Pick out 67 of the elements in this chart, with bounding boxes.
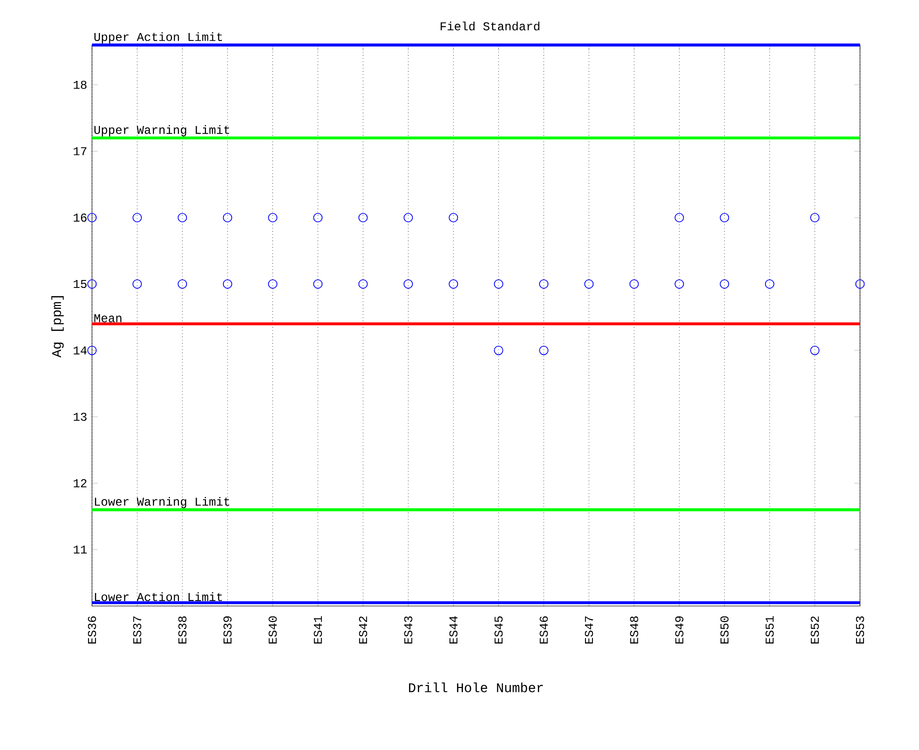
point [313,279,323,289]
y-tick-label: 18 [74,80,87,89]
x-tick-label: ES40 [268,616,277,644]
x-tick-label: ES37 [133,616,142,644]
point [448,279,458,289]
x-tick-label: ES36 [88,616,96,644]
point [404,279,413,289]
point [178,212,188,222]
x-tick-label: ES46 [540,616,548,644]
point [404,212,413,222]
x-tick-label: ES39 [223,616,232,644]
x-tick-label: ES51 [766,616,774,644]
x-tick-label: ES45 [494,616,503,644]
point [87,212,97,222]
ref-line-label: Upper Warning Limit [94,125,230,136]
x-tick-label: ES42 [358,616,368,644]
point [674,212,684,222]
point [178,279,188,289]
point [810,346,820,356]
y-tick-label: 14 [74,346,87,354]
point [629,279,639,289]
point [358,212,368,222]
x-tick-label: ES50 [720,616,729,644]
x-tick-label: ES49 [675,616,684,644]
x-tick-label: ES41 [314,616,322,644]
point [539,346,548,356]
point [132,279,142,289]
point [494,279,504,289]
ref-line-label: Mean [94,314,122,322]
point [313,212,323,222]
point [764,279,774,289]
point [358,279,368,289]
point [855,279,865,289]
point [584,279,594,289]
x-tick-label: ES52 [810,616,819,644]
point [494,346,504,356]
y-tick-label: 16 [74,214,87,222]
point [222,279,232,289]
y-tick-label: 13 [74,412,87,421]
chart-title: Field Standard [440,22,540,30]
point [448,212,458,222]
point [674,279,684,289]
point [720,279,730,289]
x-tick-label: ES47 [584,616,594,644]
y-tick-label: 12 [74,479,86,488]
point [720,212,730,222]
x-tick-label: ES43 [404,616,412,644]
y-tick-label: 15 [74,280,87,288]
y-tick-label: 11 [74,546,87,554]
point [539,279,548,289]
ref-line-label: Upper Action Limit [94,32,222,44]
point [810,212,820,222]
point [268,212,278,222]
x-tick-label: ES53 [856,616,864,644]
y-axis-title: Ag [ppm] [51,296,64,358]
point [268,279,278,289]
x-tick-label: ES44 [449,616,458,644]
point [87,279,97,289]
point [132,212,142,222]
y-tick-label: 17 [74,147,86,156]
ref-line-label: Lower Warning Limit [94,496,230,508]
point [87,346,97,356]
point [222,212,232,222]
ref-line-label: Lower Action Limit [94,592,222,602]
x-axis-title: Drill Hole Number [409,682,543,692]
x-tick-label: ES48 [630,616,638,644]
x-tick-label: ES38 [178,616,186,644]
